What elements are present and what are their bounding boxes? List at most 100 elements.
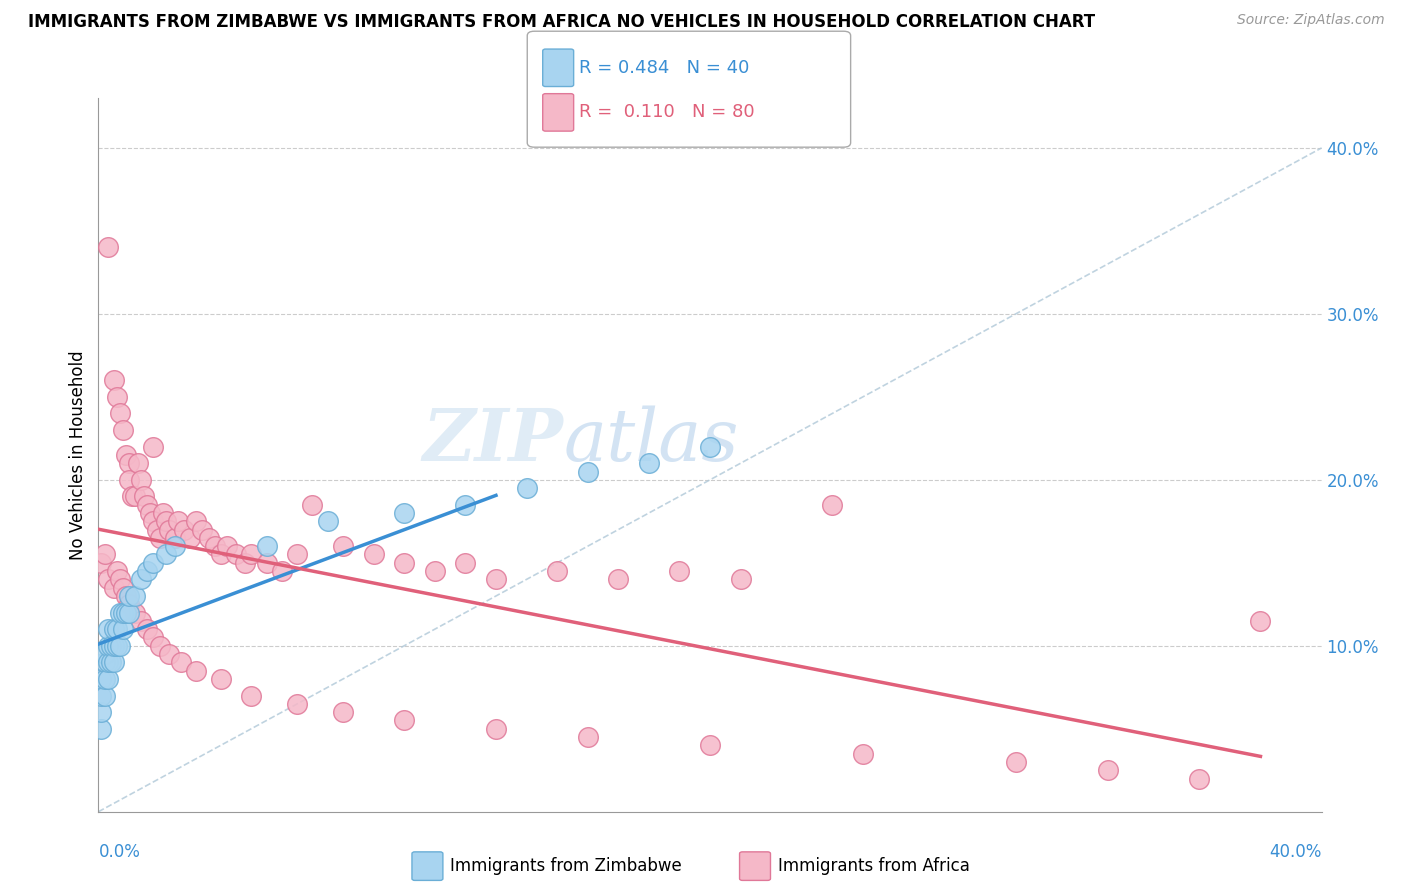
- Point: [546, 564, 568, 578]
- Point: [157, 647, 180, 661]
- Point: [256, 556, 278, 570]
- Point: [93, 672, 115, 686]
- Point: [124, 589, 146, 603]
- Point: [127, 456, 149, 470]
- Point: [576, 465, 599, 479]
- Point: [392, 714, 416, 728]
- Point: [316, 514, 339, 528]
- Point: [108, 406, 131, 420]
- Point: [97, 622, 120, 636]
- Point: [103, 656, 125, 670]
- Point: [204, 539, 226, 553]
- Point: [285, 697, 308, 711]
- Point: [821, 498, 844, 512]
- Point: [1004, 755, 1026, 769]
- Point: [699, 739, 721, 753]
- Point: [225, 548, 247, 562]
- Point: [115, 606, 138, 620]
- Point: [115, 589, 138, 603]
- Point: [124, 606, 146, 620]
- Point: [301, 498, 323, 512]
- Point: [730, 573, 752, 587]
- Point: [93, 656, 115, 670]
- Point: [105, 390, 128, 404]
- Point: [1097, 763, 1119, 777]
- Point: [392, 506, 416, 520]
- Point: [215, 539, 238, 553]
- Point: [97, 573, 120, 587]
- Point: [115, 448, 138, 462]
- Point: [100, 656, 122, 670]
- Text: atlas: atlas: [564, 405, 738, 476]
- Point: [121, 490, 143, 504]
- Point: [155, 514, 177, 528]
- Point: [124, 490, 146, 504]
- Point: [118, 597, 141, 611]
- Point: [111, 581, 134, 595]
- Point: [136, 498, 159, 512]
- Point: [97, 656, 120, 670]
- Point: [136, 622, 159, 636]
- Point: [454, 556, 477, 570]
- Point: [139, 506, 162, 520]
- Point: [118, 473, 141, 487]
- Text: Source: ZipAtlas.com: Source: ZipAtlas.com: [1237, 13, 1385, 28]
- Point: [136, 564, 159, 578]
- Point: [163, 539, 186, 553]
- Point: [209, 548, 232, 562]
- Point: [129, 614, 152, 628]
- Point: [103, 581, 125, 595]
- Point: [108, 573, 131, 587]
- Point: [170, 656, 193, 670]
- Point: [173, 523, 195, 537]
- Point: [103, 639, 125, 653]
- Point: [142, 514, 165, 528]
- Point: [209, 672, 232, 686]
- Point: [97, 672, 120, 686]
- Point: [186, 514, 208, 528]
- Point: [423, 564, 446, 578]
- Point: [111, 622, 134, 636]
- Point: [270, 564, 292, 578]
- Point: [93, 689, 115, 703]
- Point: [103, 373, 125, 387]
- Point: [93, 548, 115, 562]
- Point: [145, 523, 167, 537]
- Point: [149, 531, 172, 545]
- Text: R = 0.484   N = 40: R = 0.484 N = 40: [579, 59, 749, 77]
- Text: Immigrants from Zimbabwe: Immigrants from Zimbabwe: [450, 857, 682, 875]
- Point: [108, 606, 131, 620]
- Point: [392, 556, 416, 570]
- Point: [108, 639, 131, 653]
- Point: [90, 705, 112, 719]
- Point: [100, 639, 122, 653]
- Point: [134, 490, 156, 504]
- Point: [97, 240, 120, 254]
- Point: [90, 689, 112, 703]
- Point: [111, 606, 134, 620]
- Point: [852, 747, 875, 761]
- Point: [179, 531, 201, 545]
- Point: [157, 523, 180, 537]
- Point: [129, 573, 152, 587]
- Text: 0.0%: 0.0%: [98, 843, 141, 861]
- Point: [233, 556, 256, 570]
- Point: [240, 548, 263, 562]
- Point: [142, 440, 165, 454]
- Point: [668, 564, 690, 578]
- Point: [332, 539, 354, 553]
- Point: [186, 664, 208, 678]
- Point: [118, 606, 141, 620]
- Text: 40.0%: 40.0%: [1270, 843, 1322, 861]
- Point: [637, 456, 661, 470]
- Point: [607, 573, 630, 587]
- Point: [105, 564, 128, 578]
- Point: [163, 531, 186, 545]
- Point: [485, 573, 508, 587]
- Point: [105, 639, 128, 653]
- Point: [90, 556, 112, 570]
- Point: [197, 531, 219, 545]
- Point: [256, 539, 278, 553]
- Point: [516, 481, 538, 495]
- Text: R =  0.110   N = 80: R = 0.110 N = 80: [579, 103, 755, 121]
